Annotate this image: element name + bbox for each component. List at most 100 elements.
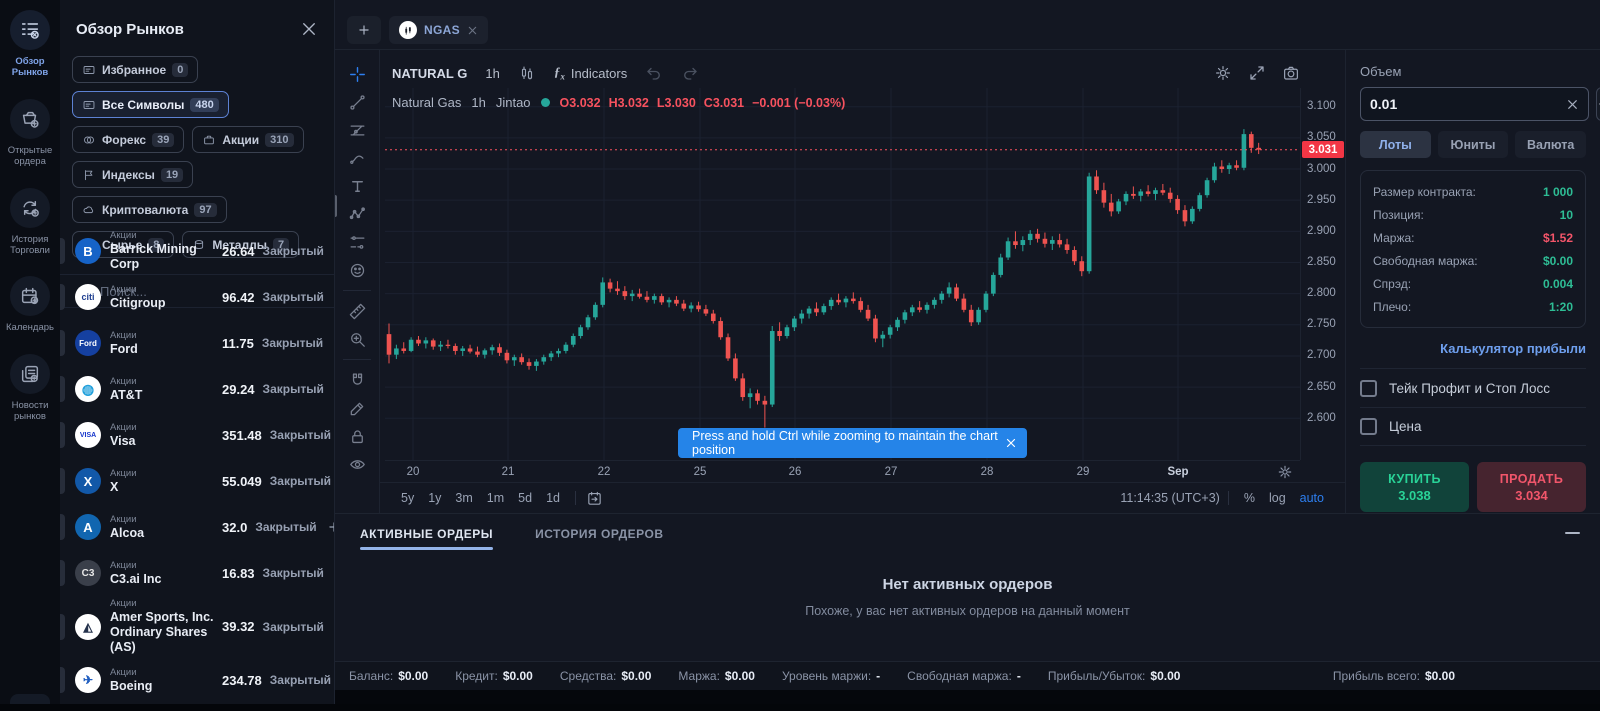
sell-label: ПРОДАТЬ: [1499, 471, 1564, 486]
scale-button-auto[interactable]: auto: [1299, 491, 1324, 505]
instrument-category: Акции: [110, 421, 137, 433]
checkbox[interactable]: [1360, 379, 1377, 397]
timeframe-1d[interactable]: 1d: [546, 491, 560, 505]
close-tab-icon[interactable]: [467, 25, 478, 36]
unit-tab[interactable]: Лоты: [1360, 131, 1431, 158]
scale-button-log[interactable]: log: [1268, 491, 1286, 505]
market-overview-icon: [19, 19, 41, 41]
emoji-tool-button[interactable]: [342, 256, 372, 284]
time-axis-label: 21: [501, 466, 515, 478]
add-instrument-icon[interactable]: [327, 520, 334, 534]
zoom-in-tool-button[interactable]: [342, 325, 372, 353]
filter-chip-crypto[interactable]: Криптовалюта 97: [72, 196, 227, 223]
instrument-row[interactable]: VISA Акции Visa 351.48 Закрытый: [60, 412, 334, 458]
clear-volume-icon[interactable]: [1566, 98, 1579, 111]
time-axis-gear-icon[interactable]: [1277, 464, 1293, 480]
instrument-row[interactable]: Ford Акции Ford 11.75 Закрытый: [60, 320, 334, 366]
indicators-button[interactable]: ƒx Indicators: [553, 64, 628, 82]
chart-settings-gear-icon[interactable]: [1214, 64, 1232, 82]
tab-ngas[interactable]: NGAS: [389, 16, 488, 44]
filter-chip-forex[interactable]: Форекс 39: [72, 126, 185, 153]
chip-count-badge: 8: [148, 237, 165, 252]
text-tool-button[interactable]: [342, 172, 372, 200]
timeframe-3m[interactable]: 3m: [455, 491, 473, 505]
timeframe-5d[interactable]: 5d: [518, 491, 533, 505]
profit-calculator-link[interactable]: Калькулятор прибыли: [1440, 341, 1586, 356]
timeframe-1m[interactable]: 1m: [486, 491, 505, 505]
sidebar-item-calendar[interactable]: Календарь: [2, 276, 58, 333]
instrument-row[interactable]: ◍ Акции AT&T 29.24 Закрытый: [60, 366, 334, 412]
fullscreen-icon[interactable]: [1248, 64, 1266, 82]
volume-label: Объем: [1360, 64, 1402, 79]
option-row[interactable]: Цена: [1360, 407, 1586, 446]
minimize-panel-icon[interactable]: [1565, 532, 1580, 534]
filter-chip-favorites[interactable]: Избранное 0: [72, 56, 199, 83]
scale-button-%[interactable]: %: [1243, 491, 1255, 505]
redo-icon[interactable]: [681, 64, 699, 82]
instrument-row[interactable]: A Акции Alcoa 32.0 Закрытый: [60, 504, 334, 550]
orders-tab[interactable]: АКТИВНЫЕ ОРДЕРЫ: [360, 527, 494, 550]
chart-plot[interactable]: [385, 88, 1300, 460]
price-axis[interactable]: 3.100 3.050 3.000 2.950 2.900 2.850 2.800 2.750…: [1300, 88, 1345, 460]
sell-button[interactable]: ПРОДАТЬ 3.034: [1477, 462, 1586, 512]
filter-chip-all-symbols[interactable]: Все Символы 480: [72, 91, 229, 118]
instrument-category: Акции: [110, 598, 137, 609]
sidebar-item-market-news[interactable]: Новости рынков: [2, 353, 58, 423]
timeframe-5y[interactable]: 5y: [401, 491, 415, 505]
close-icon[interactable]: [300, 20, 318, 38]
buy-button[interactable]: КУПИТЬ 3.038: [1360, 462, 1469, 512]
lock-all-tool-button[interactable]: [342, 422, 372, 450]
crosshair-tool-button[interactable]: [342, 60, 372, 88]
sidebar-item-market-overview[interactable]: Обзор Рынков: [2, 10, 58, 79]
timeframe-1y[interactable]: 1y: [428, 491, 442, 505]
checkbox[interactable]: [1360, 418, 1377, 435]
time-axis[interactable]: 20 21 22 25 26 27 28 29 Sep: [385, 460, 1300, 482]
sidebar-item-open-orders[interactable]: Открытые ордера: [2, 98, 58, 168]
magnet-tool-button[interactable]: [342, 366, 372, 394]
panel-resize-handle[interactable]: [333, 195, 337, 217]
add-instrument-icon[interactable]: [333, 336, 334, 350]
brush-tool-button[interactable]: [342, 144, 372, 172]
camera-snapshot-icon[interactable]: [1282, 64, 1300, 82]
fibonacci-tool-button[interactable]: [342, 116, 372, 144]
hide-drawings-tool-button[interactable]: [342, 450, 372, 478]
volume-decrease-button[interactable]: [1596, 87, 1600, 121]
instrument-row[interactable]: X Акции X 55.049 Закрытый: [60, 458, 334, 504]
unit-tab[interactable]: Валюта: [1515, 131, 1587, 158]
undo-icon[interactable]: [645, 64, 663, 82]
add-chart-tab-button[interactable]: [347, 16, 381, 44]
instrument-row[interactable]: citi Акции Citigroup 96.42 Закрытый: [60, 274, 334, 320]
instrument-status: Закрытый: [269, 673, 332, 687]
forecast-tool-button[interactable]: [342, 228, 372, 256]
orders-tab[interactable]: ИСТОРИЯ ОРДЕРОВ: [535, 527, 664, 541]
trend-line-tool-button[interactable]: [342, 88, 372, 116]
instrument-row[interactable]: ◭ Акции Amer Sports, Inc. Ordinary Shares …: [60, 596, 334, 657]
forex-icon: [82, 133, 96, 147]
clock[interactable]: 11:14:35 (UTC+3): [1120, 491, 1220, 505]
instrument-row[interactable]: C3 Акции C3.ai Inc 16.83 Закрытый: [60, 550, 334, 596]
candle-chart-type-icon[interactable]: [518, 64, 536, 82]
instrument-name: Barrick Mining Corp: [110, 242, 197, 271]
symbol-search-button[interactable]: NATURAL G: [392, 65, 468, 81]
instrument-row[interactable]: B Акции Barrick Mining Corp 26.64 Закрытый: [60, 228, 334, 274]
search-input[interactable]: [100, 283, 318, 299]
go-to-date-icon[interactable]: [586, 490, 603, 507]
ruler-tool-button[interactable]: [342, 297, 372, 325]
close-tooltip-icon[interactable]: [1005, 437, 1017, 449]
instrument-name: Citigroup: [110, 295, 166, 310]
instrument-row[interactable]: ✈ Акции Boeing 234.78 Закрытый: [60, 657, 334, 703]
filter-chip-indices[interactable]: Индексы 19: [72, 161, 194, 188]
filter-chip-stocks[interactable]: Акции 310: [192, 126, 304, 153]
sidebar-item-trade-history[interactable]: История Торговли: [2, 187, 58, 257]
instrument-price: 39.32: [222, 619, 255, 634]
filter-chip-metals[interactable]: Металлы 7: [182, 231, 300, 258]
orders-empty-state: Нет активных ордеров Похоже, у вас нет а…: [335, 576, 1600, 618]
pattern-tool-button[interactable]: [342, 200, 372, 228]
unit-tab[interactable]: Юниты: [1437, 131, 1509, 158]
draw-lock-tool-button[interactable]: [342, 394, 372, 422]
option-row[interactable]: Тейк Профит и Стоп Лосс: [1360, 368, 1586, 407]
volume-input[interactable]: [1370, 96, 1566, 112]
interval-button[interactable]: 1h: [485, 65, 500, 81]
filter-chip-commodities[interactable]: Сырье 8: [72, 231, 175, 258]
market-news-icon: [19, 363, 41, 385]
